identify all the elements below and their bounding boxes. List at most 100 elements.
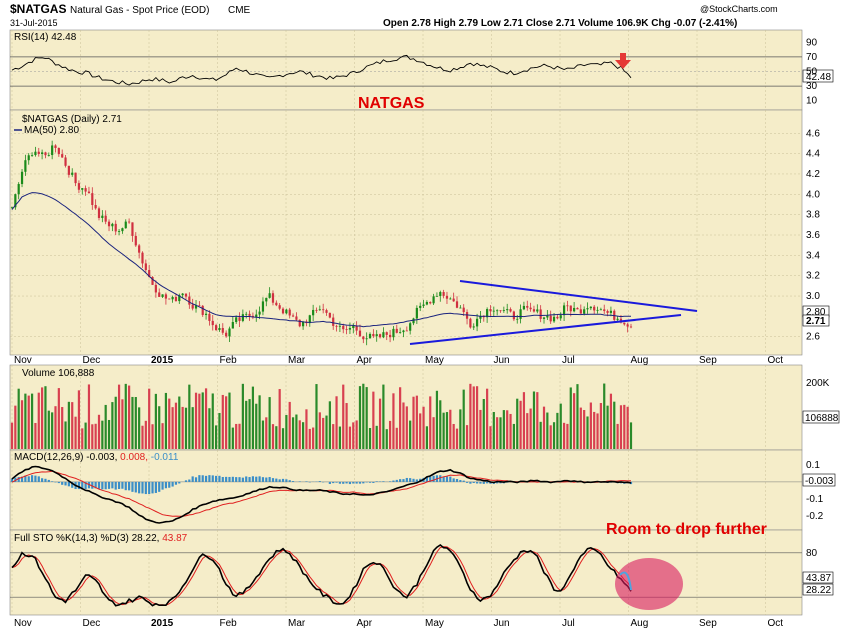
volume-bar	[10, 422, 14, 449]
header-symbol: $NATGAS	[10, 2, 66, 16]
volume-bar	[81, 428, 84, 449]
volume-bar	[419, 413, 422, 449]
macd-hist-bar	[449, 476, 452, 482]
candle-body	[405, 330, 408, 332]
volume-bar	[20, 400, 24, 449]
macd-hist-bar	[382, 481, 385, 482]
volume-bar	[315, 384, 318, 449]
candle-body	[151, 276, 154, 285]
candle-body	[231, 322, 234, 329]
x-label-0-1: Dec	[83, 355, 101, 366]
candle-body	[499, 310, 502, 312]
candle-body	[144, 263, 147, 270]
volume-bar	[101, 420, 104, 449]
macd-hist-bar	[265, 477, 268, 482]
header-name: Natural Gas - Spot Price (EOD)	[70, 5, 209, 16]
candle-body	[204, 313, 208, 315]
macd-hist-bar	[348, 481, 352, 485]
macd-value-box: -0.003	[802, 473, 836, 487]
macd-hist-bar	[77, 481, 81, 490]
sto-ytick-0: 80	[806, 548, 818, 559]
macd-hist-bar	[228, 476, 231, 482]
volume-bar	[556, 412, 559, 449]
volume-bar	[121, 399, 124, 449]
volume-bar	[385, 429, 388, 449]
macd-hist-bar	[198, 475, 201, 482]
macd-hist-bar	[358, 481, 362, 484]
x-label-0-11: Oct	[768, 355, 784, 366]
candle-body	[573, 307, 576, 312]
x-label-0-4: Mar	[288, 355, 306, 366]
volume-bar	[616, 423, 619, 449]
candle-body	[211, 320, 214, 326]
candle-body	[208, 313, 211, 321]
volume-bar	[573, 393, 576, 449]
candle-body	[308, 315, 311, 324]
x-label-0-0: Nov	[14, 355, 32, 366]
candle-body	[171, 296, 174, 300]
macd-hist-bar	[81, 481, 84, 490]
volume-bar	[348, 426, 352, 449]
candle-body	[67, 165, 70, 175]
volume-bar	[502, 410, 505, 449]
volume-bar	[529, 408, 532, 449]
macd-hist-bar	[30, 475, 34, 482]
volume-bar	[54, 406, 57, 449]
volume-bar	[228, 392, 231, 449]
price-value-box: 2.80 2.71	[802, 305, 830, 327]
volume-bar	[111, 402, 114, 449]
candle-body	[124, 221, 127, 229]
volume-bar	[512, 423, 515, 449]
candle-body	[87, 191, 91, 194]
volume-bar	[141, 425, 144, 449]
candle-body	[54, 145, 57, 149]
sto-value-box: 43.87 28.22	[802, 571, 834, 596]
volume-bar	[422, 406, 425, 449]
macd-hist-bar	[158, 481, 161, 492]
macd-hist-bar	[20, 476, 24, 482]
candle-body	[475, 318, 479, 327]
macd-hist-bar	[208, 475, 211, 482]
x-label-1-0: Nov	[14, 618, 32, 629]
volume-bar	[298, 420, 301, 449]
candle-body	[278, 305, 281, 309]
rsi-panel	[9, 29, 803, 111]
macd-hist-bar	[499, 481, 502, 484]
volume-bar	[439, 400, 442, 449]
macd-hist-bar	[117, 481, 121, 489]
volume-bar	[221, 394, 224, 449]
macd-hist-bar	[211, 475, 214, 482]
volume-bar	[465, 425, 469, 449]
x-label-1-7: Jun	[494, 618, 510, 629]
volume-bar	[425, 426, 428, 449]
candle-body	[536, 309, 539, 312]
macd-hist-bar	[462, 480, 465, 482]
volume-bar	[128, 385, 131, 449]
candle-body	[161, 294, 164, 297]
macd-hist-bar	[445, 476, 449, 482]
candle-body	[174, 296, 178, 302]
volume-bar	[71, 402, 74, 449]
candle-body	[104, 215, 107, 222]
macd-hist-bar	[184, 480, 188, 482]
volume-bar	[596, 413, 599, 449]
macd-hist-bar	[178, 481, 181, 484]
candle-body	[10, 207, 14, 209]
macd-hist-bar	[291, 481, 295, 482]
candle-body	[17, 184, 20, 195]
candle-body	[583, 309, 586, 314]
macd-hist-bar	[245, 476, 248, 482]
macd-hist-bar	[87, 481, 91, 489]
volume-bar	[623, 404, 626, 449]
macd-hist-bar	[57, 481, 60, 484]
volume-bar	[104, 404, 107, 449]
candle-body	[325, 310, 328, 313]
volume-bar	[593, 411, 596, 449]
ma-legend: MA(50) 2.80	[24, 125, 79, 136]
volume-bar	[191, 407, 194, 449]
candle-body	[71, 172, 74, 175]
sto-legend-main: Full STO %K(14,3) %D(3) 28.22,	[14, 533, 159, 544]
volume-bar	[506, 410, 509, 449]
drop-annotation: Room to drop further	[606, 521, 767, 538]
volume-bar	[178, 396, 181, 449]
